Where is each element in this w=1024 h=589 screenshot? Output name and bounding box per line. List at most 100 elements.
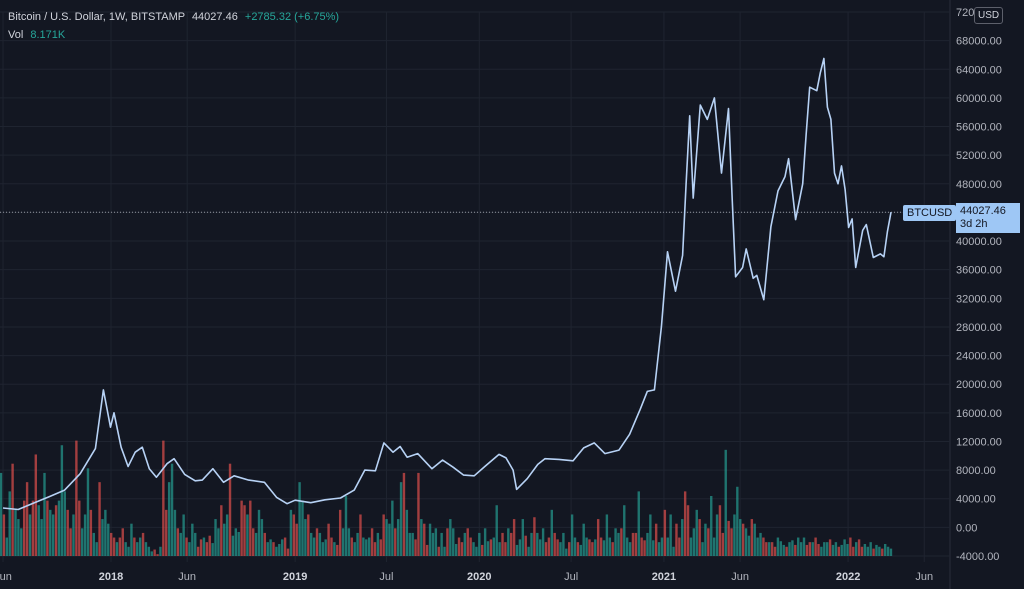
volume-bar (376, 532, 380, 556)
volume-bar (17, 519, 20, 556)
volume-bar (51, 514, 55, 556)
volume-bar (309, 532, 313, 556)
volume-bar (623, 505, 626, 556)
volume-bar (350, 537, 353, 556)
volume-bar (185, 537, 188, 556)
volume-bar (217, 528, 220, 556)
volume-bar (857, 539, 861, 556)
volume-bar (698, 519, 701, 556)
last-price-value: 44027.46 (191, 11, 238, 23)
volume-bar (425, 544, 429, 556)
volume-bar (420, 519, 423, 556)
volume-bar (298, 482, 301, 556)
volume-bar (321, 542, 324, 556)
volume-bar (449, 519, 452, 556)
bar-countdown: 3d 2h (960, 218, 988, 230)
price-tick-label: 28000.00 (956, 322, 1002, 334)
volume-bar (454, 544, 458, 556)
volume-bar (852, 546, 855, 556)
volume-bar (805, 544, 809, 556)
volume-bar (443, 546, 446, 556)
volume-bar (881, 548, 884, 556)
price-axis[interactable]: 72000.0068000.0064000.0060000.0056000.00… (956, 7, 1002, 563)
volume-bar (794, 544, 797, 556)
volume-bar (527, 546, 530, 556)
volume-bar (49, 509, 52, 556)
volume-bar (776, 537, 780, 556)
volume-bar (57, 500, 61, 556)
volume-bar (594, 539, 597, 556)
volume-bar (0, 472, 3, 556)
volume-bar (173, 509, 177, 556)
volume-bar (196, 546, 200, 556)
volume-bar (344, 496, 348, 556)
price-tick-label: -4000.00 (956, 551, 999, 563)
price-series-line (2, 57, 892, 511)
volume-bar (338, 509, 342, 556)
volume-bar (628, 542, 632, 556)
volume-bar (194, 532, 197, 556)
volume-bar (533, 517, 536, 556)
volume-bar (98, 482, 101, 556)
time-axis[interactable]: Jun 2018 Jun 2019 Jul 2020 Jul 2021 Jun 2022 Jun (0, 571, 933, 583)
volume-label[interactable]: Vol (8, 29, 24, 41)
volume-bar (127, 546, 130, 556)
volume-bar (756, 537, 759, 556)
volume-bar (608, 537, 611, 556)
volume-bar (620, 528, 623, 556)
volume-bar (652, 540, 655, 556)
volume-bar (66, 509, 69, 556)
volume-bar (89, 509, 93, 556)
time-tick-label: Jul (564, 571, 578, 583)
volume-bar (179, 532, 182, 556)
volume-bar (147, 546, 151, 556)
volume-bar (846, 544, 849, 556)
volume-bar (434, 528, 438, 556)
volume-bar (118, 537, 122, 556)
volume-bar (405, 509, 409, 556)
volume-bar (272, 542, 275, 556)
price-tick-label: 16000.00 (956, 408, 1002, 420)
volume-bar (773, 546, 777, 556)
time-tick-label: 2021 (652, 571, 676, 583)
symbol-title[interactable]: Bitcoin / U.S. Dollar, 1W, BITSTAMP (8, 11, 185, 23)
volume-bar (278, 544, 281, 556)
volume-bar (863, 544, 867, 556)
volume-bar (875, 544, 878, 556)
currency-badge[interactable]: USD (974, 7, 1004, 24)
volume-bar (683, 491, 687, 556)
price-tick-label: 24000.00 (956, 351, 1002, 363)
volume-bar (101, 519, 104, 556)
volume-bar (501, 532, 504, 556)
volume-bar (521, 519, 525, 556)
volume-bar (289, 509, 293, 556)
volume-bar (631, 532, 635, 556)
volume-bar (582, 523, 585, 556)
volume-bar (837, 546, 840, 556)
volume-bar (104, 509, 107, 556)
volume-bar (492, 537, 496, 556)
volume-bar (385, 519, 388, 556)
volume-bar (269, 539, 272, 556)
volume-bar (365, 539, 368, 556)
volume-bar (840, 544, 843, 556)
volume-bar (614, 528, 617, 556)
volume-bar (727, 520, 730, 556)
volume-bar (878, 546, 881, 556)
volume-bar (109, 532, 113, 556)
volume-bar (785, 546, 788, 556)
volume-bar (469, 537, 472, 556)
volume-bar (199, 539, 203, 556)
volume-bar (367, 537, 371, 556)
volume-bar (356, 532, 359, 556)
volume-bar (379, 539, 382, 556)
volume-bar (188, 542, 191, 556)
volume-bar (823, 542, 826, 556)
volume-bar (281, 539, 284, 556)
volume-bar (176, 528, 180, 556)
volume-bar (669, 514, 672, 556)
price-tick-label: 60000.00 (956, 93, 1002, 105)
volume-bar (46, 500, 49, 556)
